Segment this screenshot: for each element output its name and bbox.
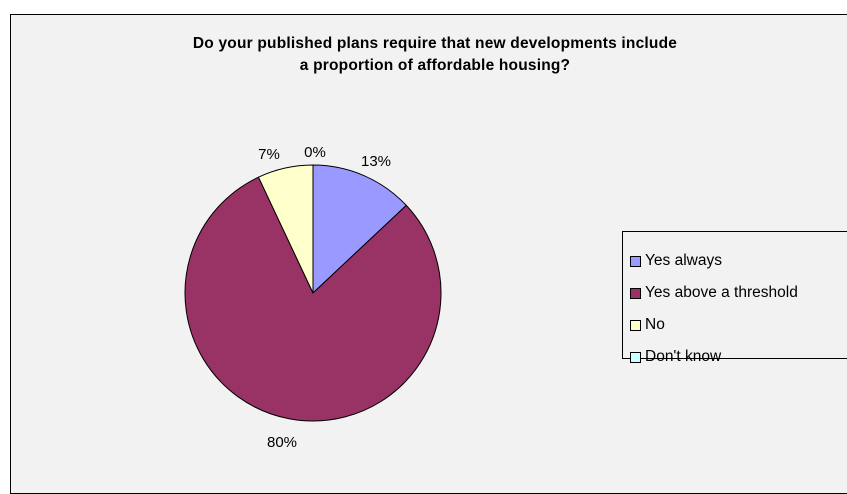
legend-item-yes-above-threshold: Yes above a threshold [630, 283, 798, 303]
legend-swatch-yes-always [630, 255, 641, 267]
pie-slice-yes-above-threshold [184, 176, 442, 422]
data-label-yes-above-threshold: 80% [267, 434, 297, 451]
chart-area: Do your published plans require that new… [10, 14, 847, 494]
legend-label-dont-know: Don't know [645, 348, 722, 365]
chart-title: Do your published plans require that new… [75, 33, 795, 77]
data-label-yes-always: 13% [361, 153, 391, 170]
pie-slice-yes-always [312, 164, 408, 295]
legend-label-no: No [645, 316, 665, 333]
data-label-dont-know: 0% [304, 144, 326, 161]
legend-label-yes-always: Yes always [645, 252, 722, 269]
legend-swatch-yes-above-threshold [630, 287, 641, 299]
data-label-no: 7% [258, 146, 280, 163]
legend-label-yes-above-threshold: Yes above a threshold [645, 284, 798, 301]
legend-item-dont-know: Don't know [630, 347, 721, 367]
legend-item-yes-always: Yes always [630, 251, 722, 271]
chart-legend: Yes always Yes above a threshold No Don'… [622, 231, 847, 365]
pie-slice-no [257, 164, 314, 294]
chart-title-line-1: Do your published plans require that new… [192, 35, 678, 52]
legend-swatch-dont-know [630, 351, 641, 363]
legend-item-no: No [630, 315, 665, 335]
chart-title-line-2: a proportion of affordable housing? [299, 57, 571, 74]
legend-swatch-no [630, 319, 641, 331]
